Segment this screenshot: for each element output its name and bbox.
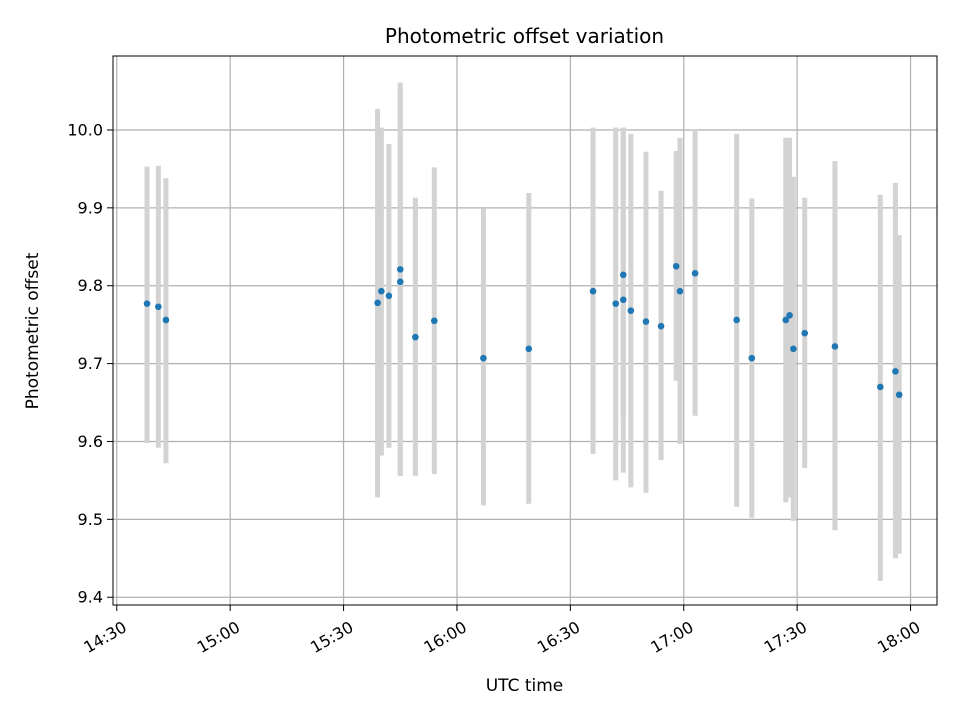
data-point [430,317,438,325]
data-point [385,292,393,300]
data-point [748,354,756,362]
data-point [162,316,170,324]
data-point [396,278,404,286]
grid [113,56,937,605]
data-point [374,299,381,307]
y-tick-label: 10.0 [67,120,103,139]
data-point [642,318,650,325]
data-point [892,368,899,375]
data-point [378,287,385,295]
x-axis-label: UTC time [486,676,564,696]
data-point [396,266,404,273]
data-point [786,312,793,319]
y-tick-label: 9.7 [78,354,103,373]
data-point [525,345,533,353]
y-axis-label: Photometric offset [23,252,43,409]
y-tick-label: 9.9 [78,198,103,217]
data-point [691,269,699,277]
y-tick-label: 9.4 [78,588,103,607]
data-point [895,391,903,399]
data-point [831,343,839,350]
chart-title: Photometric offset variation [385,24,664,48]
data-point [801,329,809,337]
data-point [480,354,487,362]
data-point [143,300,151,307]
data-point [589,287,597,295]
data-point [676,287,684,295]
y-tick-label: 9.6 [78,432,103,451]
y-tick-label: 9.8 [78,276,103,295]
data-point [782,316,790,324]
data-point [877,383,884,391]
data-point [790,345,797,353]
y-tick-label: 9.5 [78,510,103,529]
data-point [155,303,162,311]
data-point [612,300,620,307]
data-point [627,307,635,314]
data-point [619,296,627,304]
plot-frame [112,55,938,606]
data-point [619,271,627,279]
data-point [733,316,740,324]
data-point [672,262,680,270]
data-point [657,322,665,330]
data-point [412,333,419,341]
data-points [143,262,903,399]
